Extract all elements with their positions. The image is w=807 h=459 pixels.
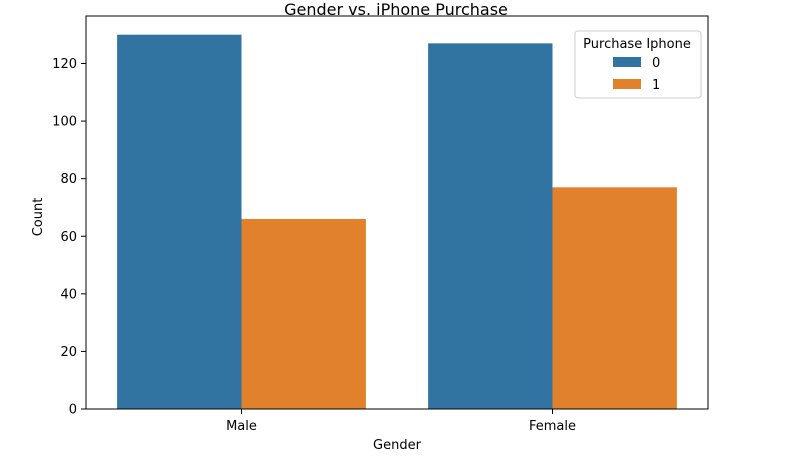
y-tick-label-0: 0 [69, 403, 77, 418]
bar-male-series-0 [117, 34, 242, 410]
y-ticks-group: 0 20 40 60 80 100 120 [52, 57, 86, 418]
chart-title: Gender vs. iPhone Purchase [284, 0, 508, 19]
legend-title: Purchase Iphone [583, 37, 691, 52]
legend-swatch-1 [613, 79, 641, 89]
y-tick-label-20: 20 [60, 345, 77, 360]
y-axis-label: Count [31, 198, 46, 237]
x-tick-label-male: Male [226, 419, 257, 434]
bars-group [117, 34, 677, 410]
y-tick-label-100: 100 [52, 115, 77, 130]
bar-female-series-1 [552, 187, 677, 409]
legend-label-1: 1 [652, 78, 660, 93]
x-tick-label-female: Female [529, 419, 576, 434]
x-axis-label: Gender [373, 438, 422, 453]
y-tick-label-80: 80 [60, 172, 77, 187]
bar-female-series-0 [428, 43, 553, 409]
x-ticks-group: Male Female [226, 409, 576, 434]
y-tick-label-120: 120 [52, 57, 77, 72]
y-tick-label-60: 60 [60, 230, 77, 245]
legend-label-0: 0 [652, 56, 660, 71]
legend: Purchase Iphone 0 1 [574, 30, 702, 99]
y-axis-label-group: Count [31, 198, 46, 237]
legend-swatch-0 [613, 57, 641, 67]
bar-male-series-1 [241, 218, 366, 409]
y-tick-label-40: 40 [60, 287, 77, 302]
plot-frame [85, 15, 709, 410]
